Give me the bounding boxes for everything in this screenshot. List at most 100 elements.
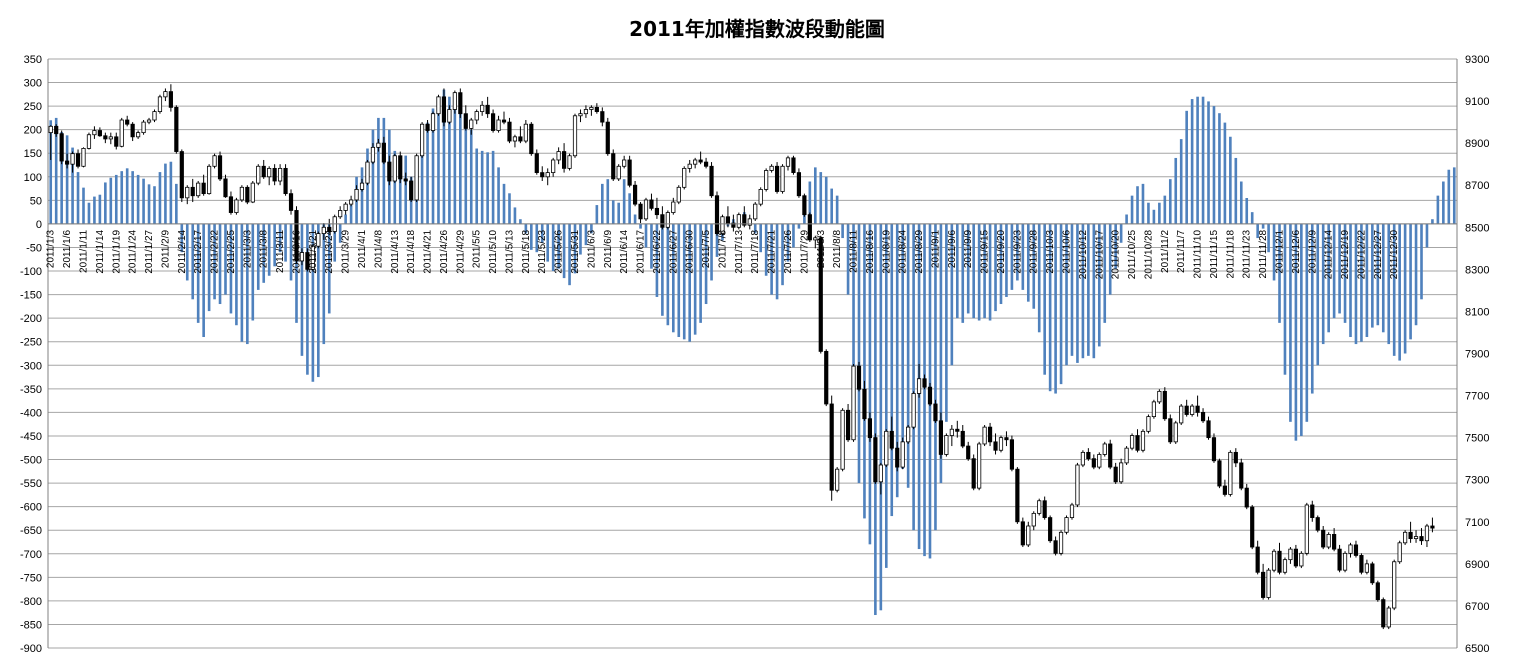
- candle-body: [141, 121, 146, 134]
- candle: [441, 88, 447, 127]
- candle-body: [349, 199, 354, 205]
- candle: [1282, 557, 1288, 575]
- candle: [392, 153, 397, 184]
- candle: [845, 403, 851, 442]
- candle-body: [1129, 435, 1135, 449]
- candle: [1261, 563, 1266, 600]
- candle-body: [753, 203, 758, 220]
- candle-body: [1053, 540, 1058, 554]
- left-tick-label: -450: [20, 431, 42, 443]
- candle-body: [1140, 430, 1146, 451]
- bar: [1048, 223, 1052, 392]
- candle: [966, 441, 971, 461]
- candle: [736, 212, 741, 230]
- candle-body: [1392, 561, 1397, 609]
- candle: [643, 197, 649, 221]
- candle: [436, 94, 441, 116]
- candle: [261, 159, 266, 179]
- candle: [731, 214, 736, 232]
- candle-body: [900, 441, 905, 468]
- candle: [993, 433, 998, 455]
- left-tick-label: -500: [20, 455, 42, 467]
- candle: [1370, 561, 1375, 585]
- candle-body: [1009, 439, 1015, 470]
- x-tick-label: 2011/1/11: [78, 229, 89, 272]
- bar: [650, 223, 653, 269]
- candle: [687, 159, 692, 173]
- candle-body: [944, 435, 949, 455]
- x-tick-label: 2011/1/3: [46, 229, 57, 268]
- bar: [284, 223, 287, 262]
- candle-body: [196, 182, 201, 197]
- candle-body: [949, 428, 954, 436]
- candle-body: [381, 142, 386, 163]
- candle-body: [1386, 607, 1391, 628]
- bar: [988, 223, 992, 321]
- candle: [1424, 523, 1430, 548]
- candle-body: [862, 388, 867, 420]
- x-tick-label: 2011/7/18: [750, 229, 761, 273]
- bar: [819, 172, 823, 224]
- bar: [579, 223, 582, 255]
- bar: [595, 205, 599, 224]
- candle-body: [157, 96, 163, 112]
- bar: [49, 120, 53, 224]
- candle: [611, 149, 616, 182]
- candle-body: [65, 160, 70, 165]
- candle: [605, 117, 610, 156]
- left-tick-label: -100: [20, 266, 42, 278]
- bar: [300, 223, 304, 356]
- bar: [1114, 223, 1117, 269]
- candle: [671, 197, 676, 215]
- x-tick-label: 2011/3/3: [242, 229, 253, 268]
- candle: [1151, 399, 1156, 419]
- candle: [463, 105, 468, 131]
- bar: [846, 223, 850, 295]
- candle: [1195, 395, 1200, 417]
- candle: [152, 109, 157, 123]
- candle-body: [1102, 443, 1107, 455]
- x-tick-label: 2011/10/28: [1143, 229, 1154, 279]
- candle: [157, 94, 163, 114]
- x-tick-label: 2011/8/24: [898, 229, 909, 273]
- left-tick-label: -150: [20, 290, 42, 302]
- candle-body: [490, 113, 496, 131]
- candle: [1069, 502, 1075, 520]
- candle: [327, 218, 332, 234]
- bar: [852, 223, 855, 389]
- candle-body: [1419, 536, 1424, 542]
- candle: [955, 420, 960, 438]
- bar: [1239, 181, 1243, 224]
- x-tick-label: 2011/6/27: [668, 229, 679, 273]
- candle-body: [92, 130, 97, 136]
- left-axis-ticks: -900-850-800-750-700-650-600-550-500-450…: [20, 54, 42, 655]
- candle-body: [529, 123, 534, 155]
- candle: [288, 189, 294, 215]
- candle: [1119, 458, 1124, 484]
- bar: [1365, 223, 1369, 338]
- candle: [895, 441, 900, 472]
- candle-body: [354, 189, 359, 201]
- bar: [1409, 223, 1412, 340]
- candle-body: [1217, 460, 1222, 487]
- candle: [709, 162, 714, 198]
- candle: [316, 231, 321, 249]
- bar: [923, 223, 926, 557]
- candle-body: [916, 378, 922, 394]
- candle-body: [977, 443, 982, 489]
- candle-body: [1413, 536, 1419, 540]
- bar: [327, 223, 331, 314]
- candle-body: [1293, 548, 1298, 567]
- candle-body: [1408, 531, 1413, 540]
- candle-body: [1108, 443, 1113, 468]
- candle-body: [1206, 420, 1211, 439]
- x-tick-label: 2011/9/6: [947, 229, 958, 268]
- candle: [1326, 532, 1331, 550]
- candle: [114, 132, 119, 150]
- left-tick-label: -400: [20, 407, 42, 419]
- candle-body: [1239, 462, 1244, 489]
- candle: [1332, 528, 1337, 552]
- bar: [1332, 223, 1336, 319]
- bar: [76, 172, 80, 224]
- x-tick-label: 2011/9/23: [1012, 229, 1023, 273]
